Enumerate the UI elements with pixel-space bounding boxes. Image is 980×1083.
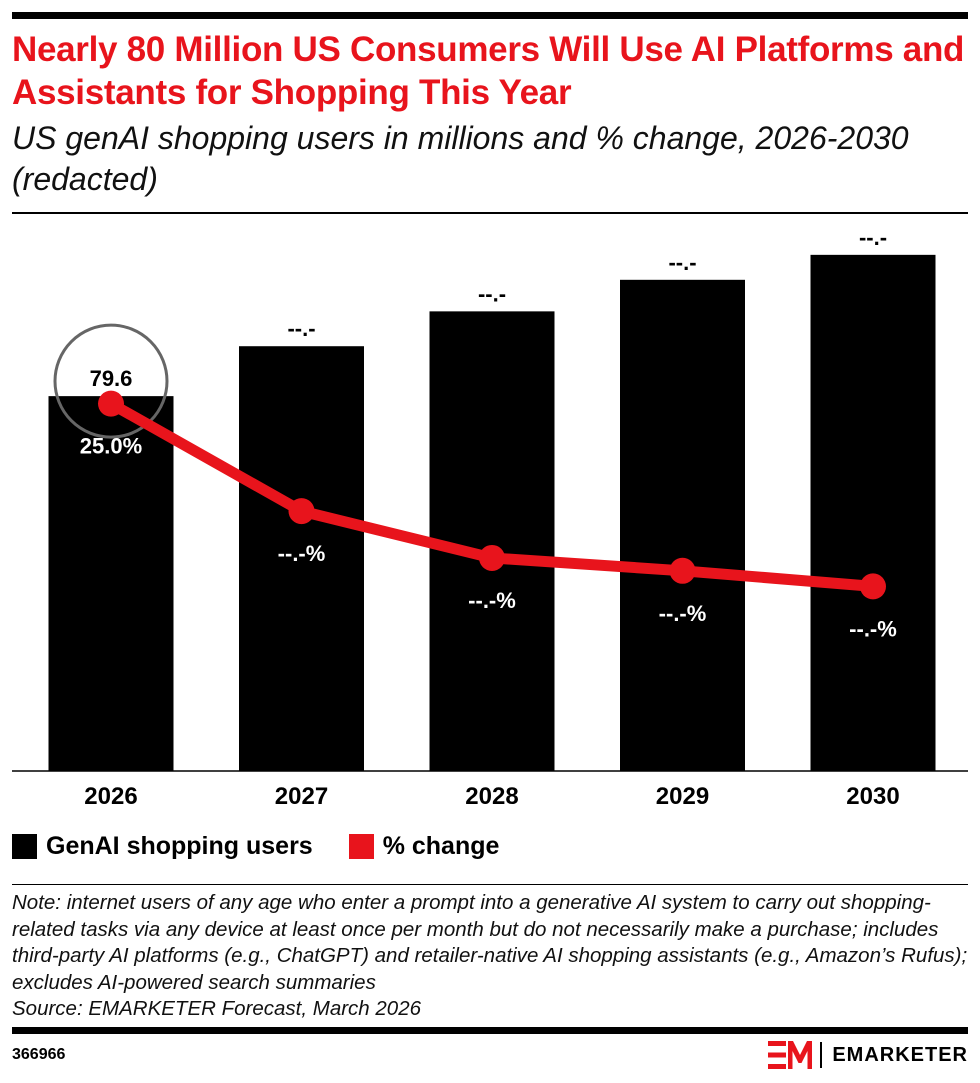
line-series: [98, 390, 886, 600]
line-value-label-2028: --.-%: [468, 588, 516, 613]
bottom-rule: [12, 1027, 968, 1034]
bar-value-label-2029: --.-: [668, 250, 696, 275]
x-tick-2029: 2029: [656, 783, 709, 810]
legend-label-change: % change: [382, 831, 500, 860]
x-tick-2028: 2028: [465, 783, 518, 810]
bar-value-labels: 79.6 --.- --.- --.- --.-: [53, 225, 887, 439]
legend: GenAI shopping users % change: [12, 829, 535, 863]
bar-series: [48, 254, 936, 771]
brand-lockup: EMARKETER: [768, 1041, 968, 1069]
brand-divider: [820, 1042, 823, 1068]
line-point-2026: [98, 390, 124, 417]
chart-title: Nearly 80 Million US Consumers Will Use …: [12, 30, 965, 112]
legend-item-change: % change: [348, 831, 500, 861]
line-value-label-2027: --.-%: [278, 541, 326, 566]
top-rule: [12, 12, 968, 19]
bar-value-label-2030: --.-: [859, 225, 887, 250]
bar-value-label-2027: --.-: [287, 316, 315, 341]
line-value-label-2029: --.-%: [659, 601, 707, 626]
x-tick-2030: 2030: [846, 783, 899, 810]
note-text: Note: internet users of any age who ente…: [12, 891, 968, 994]
note-rule: [12, 884, 968, 885]
line-value-labels: 25.0% --.-% --.-% --.-% --.-%: [80, 434, 897, 642]
brand-name: EMARKETER: [832, 1043, 968, 1066]
chart-id: 366966: [12, 1046, 66, 1063]
line-point-2027: [288, 498, 315, 525]
x-tick-2027: 2027: [275, 783, 328, 810]
footnote: Note: internet users of any age who ente…: [12, 890, 970, 1023]
bar-value-label-2026: 79.6: [90, 366, 133, 391]
x-axis-tick-labels: 2026 2027 2028 2029 2030: [84, 783, 899, 810]
bar-value-label-2028: --.-: [478, 281, 506, 306]
source-text: Source: EMARKETER Forecast, March 2026: [12, 997, 422, 1020]
legend-swatch-users: [12, 833, 37, 859]
line-value-label-2026: 25.0%: [80, 434, 142, 459]
line-point-2028: [479, 544, 505, 571]
bar-2026: [48, 396, 174, 771]
combo-chart: 79.6 --.- --.- --.- --.- 25.0% --.-% --.-% --.-…: [12, 225, 968, 810]
x-tick-2026: 2026: [84, 783, 137, 810]
highlight-circle: [53, 323, 169, 439]
legend-item-users: GenAI shopping users: [12, 832, 313, 861]
legend-label-users: GenAI shopping users: [46, 831, 313, 860]
line-value-label-2030: --.-%: [849, 616, 897, 641]
legend-swatch-change: [348, 833, 374, 859]
bar-2027: [239, 346, 364, 771]
em-logo-icon: [768, 1041, 813, 1069]
bar-2030: [810, 254, 936, 771]
bar-2028: [429, 311, 555, 771]
chart-subtitle: US genAI shopping users in millions and …: [12, 120, 909, 197]
line-point-2029: [669, 557, 696, 584]
line-point-2030: [860, 573, 886, 600]
subtitle-rule: [12, 212, 968, 214]
bar-2029: [620, 279, 745, 771]
